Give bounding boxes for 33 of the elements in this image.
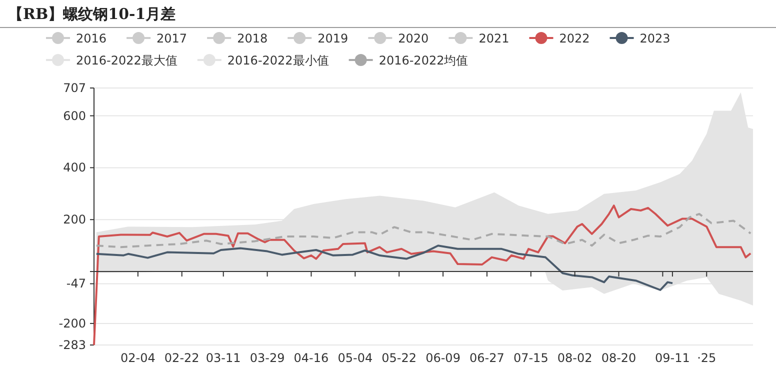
- x-tick-label: 03-11: [206, 351, 241, 365]
- legend-label: 2023: [640, 32, 670, 46]
- y-tick-label: 600: [63, 108, 86, 123]
- x-tick-label: 06-27: [470, 351, 504, 365]
- legend-label: 2018: [237, 32, 268, 46]
- x-tick-label: 02-04: [120, 351, 156, 365]
- x-tick-label: 05-04: [338, 351, 373, 365]
- y-tick-label: 400: [63, 160, 86, 175]
- y-tick-label: -283: [58, 338, 86, 352]
- legend-label: 2017: [156, 32, 188, 46]
- x-tick-label: 08-20: [601, 351, 636, 365]
- x-tick-label: 05-22: [382, 351, 417, 365]
- chart-title: 【RB】螺纹钢10-1月差: [8, 5, 176, 23]
- x-tick-label: 07-15: [513, 351, 548, 365]
- legend-label: 2016-2022最小值: [227, 54, 329, 68]
- legend-label: 2016: [76, 32, 107, 46]
- x-tick-label: 08-02: [557, 351, 592, 365]
- x-tick-label: 09-11: [655, 351, 690, 365]
- y-tick-label: -47: [66, 276, 86, 291]
- legend-label: 2021: [478, 32, 510, 46]
- x-tick-label: 02-22: [164, 351, 200, 365]
- legend-label: 2022: [559, 32, 590, 46]
- legend-label: 2016-2022均值: [378, 54, 468, 68]
- y-tick-label: -200: [58, 316, 86, 330]
- legend-label: 2020: [398, 32, 429, 46]
- y-tick-label: 707: [63, 81, 86, 95]
- legend-label: 2019: [318, 32, 348, 46]
- x-tick-label: 06-09: [426, 351, 460, 365]
- x-tick-label: 04-16: [294, 351, 329, 365]
- x-tick-label: 03-29: [250, 351, 285, 365]
- x-tick-label: ·25: [697, 351, 716, 365]
- y-tick-label: 200: [63, 212, 86, 227]
- legend-label: 2016-2022最大值: [76, 54, 178, 68]
